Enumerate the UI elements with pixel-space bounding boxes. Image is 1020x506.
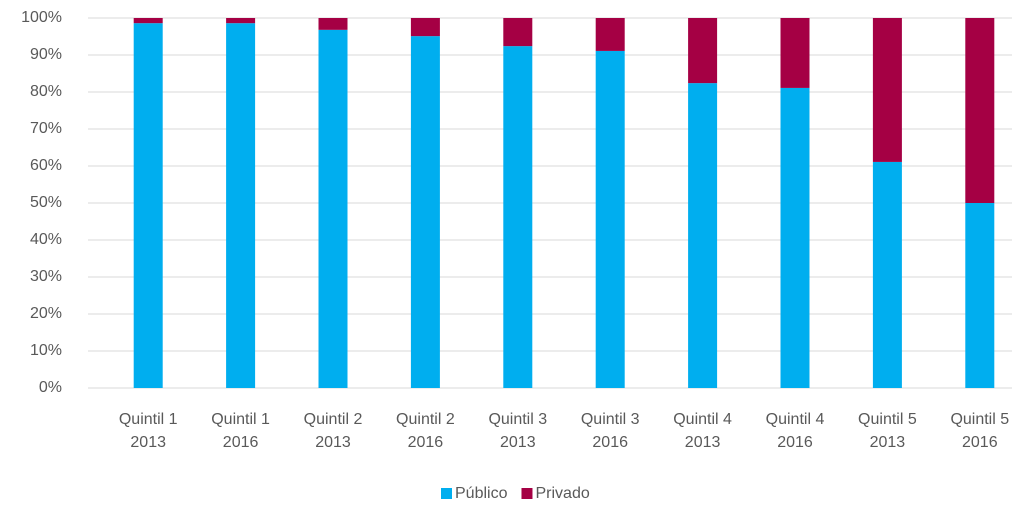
y-tick-label: 10% [30, 342, 62, 359]
x-tick-label: Quintil 5 [858, 411, 917, 428]
bar-segment [226, 23, 256, 389]
bar-segment [226, 18, 256, 24]
y-tick-label: 90% [30, 46, 62, 63]
x-tick-label: Quintil 3 [488, 411, 547, 428]
x-tick-label: 2013 [315, 434, 351, 451]
x-tick-label: Quintil 4 [673, 411, 732, 428]
x-tick-label: 2013 [685, 434, 721, 451]
bar-segment [410, 18, 440, 37]
x-tick-label: Quintil 3 [581, 411, 640, 428]
y-tick-label: 80% [30, 83, 62, 100]
x-tick-label: Quintil 4 [766, 411, 825, 428]
x-tick-label: Quintil 2 [304, 411, 363, 428]
bar-segment [133, 23, 163, 389]
bar-segment [318, 29, 348, 389]
bar-segment [503, 46, 533, 389]
x-tick-label: 2013 [870, 434, 906, 451]
bar-segment [410, 36, 440, 388]
y-tick-label: 100% [21, 9, 62, 26]
x-tick-label: 2016 [777, 434, 813, 451]
bar-segment [872, 161, 902, 388]
x-tick-label: 2016 [962, 434, 998, 451]
x-tick-label: 2013 [500, 434, 536, 451]
bar-segment [780, 18, 810, 88]
bar-segment [780, 87, 810, 389]
bar-segment [872, 18, 902, 162]
x-tick-label: 2016 [592, 434, 628, 451]
y-tick-label: 0% [39, 379, 62, 396]
bar-segment [318, 18, 348, 30]
bar-segment [688, 18, 718, 84]
x-tick-label: Quintil 2 [396, 411, 455, 428]
bar-segment [503, 18, 533, 47]
y-tick-label: 70% [30, 120, 62, 137]
x-tick-label: 2016 [408, 434, 444, 451]
bar-segment [688, 83, 718, 389]
legend-label: Privado [535, 485, 589, 502]
x-tick-label: 2016 [223, 434, 259, 451]
legend-swatch [521, 488, 533, 499]
bar-segment [965, 18, 995, 203]
y-tick-label: 30% [30, 268, 62, 285]
legend-swatch [441, 488, 452, 499]
y-tick-label: 50% [30, 194, 62, 211]
bar-segment [965, 203, 995, 388]
x-tick-label: Quintil 1 [119, 411, 178, 428]
bar-segment [595, 18, 625, 51]
x-tick-label: Quintil 1 [211, 411, 270, 428]
x-tick-label: Quintil 5 [950, 411, 1009, 428]
bar-segment [595, 50, 625, 389]
x-tick-label: 2013 [130, 434, 166, 451]
y-tick-label: 60% [30, 157, 62, 174]
y-tick-label: 20% [30, 305, 62, 322]
legend-label: Público [455, 485, 508, 502]
y-tick-label: 40% [30, 231, 62, 248]
bar-segment [133, 18, 163, 24]
